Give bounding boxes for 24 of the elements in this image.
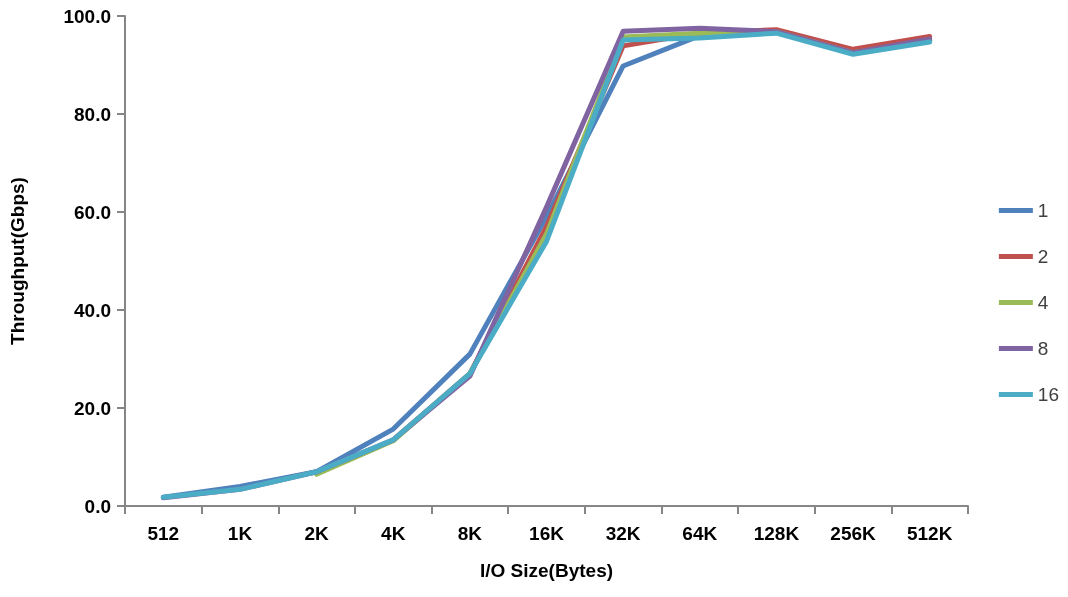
- x-tick-label: 16K: [529, 523, 565, 544]
- y-tick-label: 60.0: [74, 201, 111, 223]
- x-tick-label: 512: [147, 523, 180, 544]
- legend-label: 16: [1037, 384, 1060, 405]
- y-tick-label: 80.0: [74, 103, 111, 125]
- x-tick-label: 256K: [830, 523, 877, 544]
- y-tick-label: 20.0: [74, 397, 111, 419]
- y-tick-label: 40.0: [74, 299, 111, 321]
- legend-label: 8: [1037, 338, 1049, 359]
- legend-label: 4: [1037, 292, 1049, 313]
- x-tick-label: 1K: [227, 523, 253, 544]
- legend-label: 2: [1037, 246, 1049, 267]
- y-axis-title: Throughput(Gbps): [7, 177, 28, 345]
- x-tick-label: 64K: [682, 523, 718, 544]
- x-tick-label: 8K: [457, 523, 483, 544]
- x-tick-label: 2K: [304, 523, 330, 544]
- legend-label: 1: [1037, 200, 1049, 221]
- x-tick-label: 512K: [906, 523, 953, 544]
- y-tick-label: 0.0: [84, 495, 111, 517]
- x-axis-title: I/O Size(Bytes): [479, 560, 614, 581]
- x-tick-label: 4K: [381, 523, 406, 544]
- x-tick-label: 128K: [753, 523, 800, 544]
- y-tick-label: 100.0: [63, 5, 111, 27]
- x-tick-label: 32K: [605, 523, 641, 544]
